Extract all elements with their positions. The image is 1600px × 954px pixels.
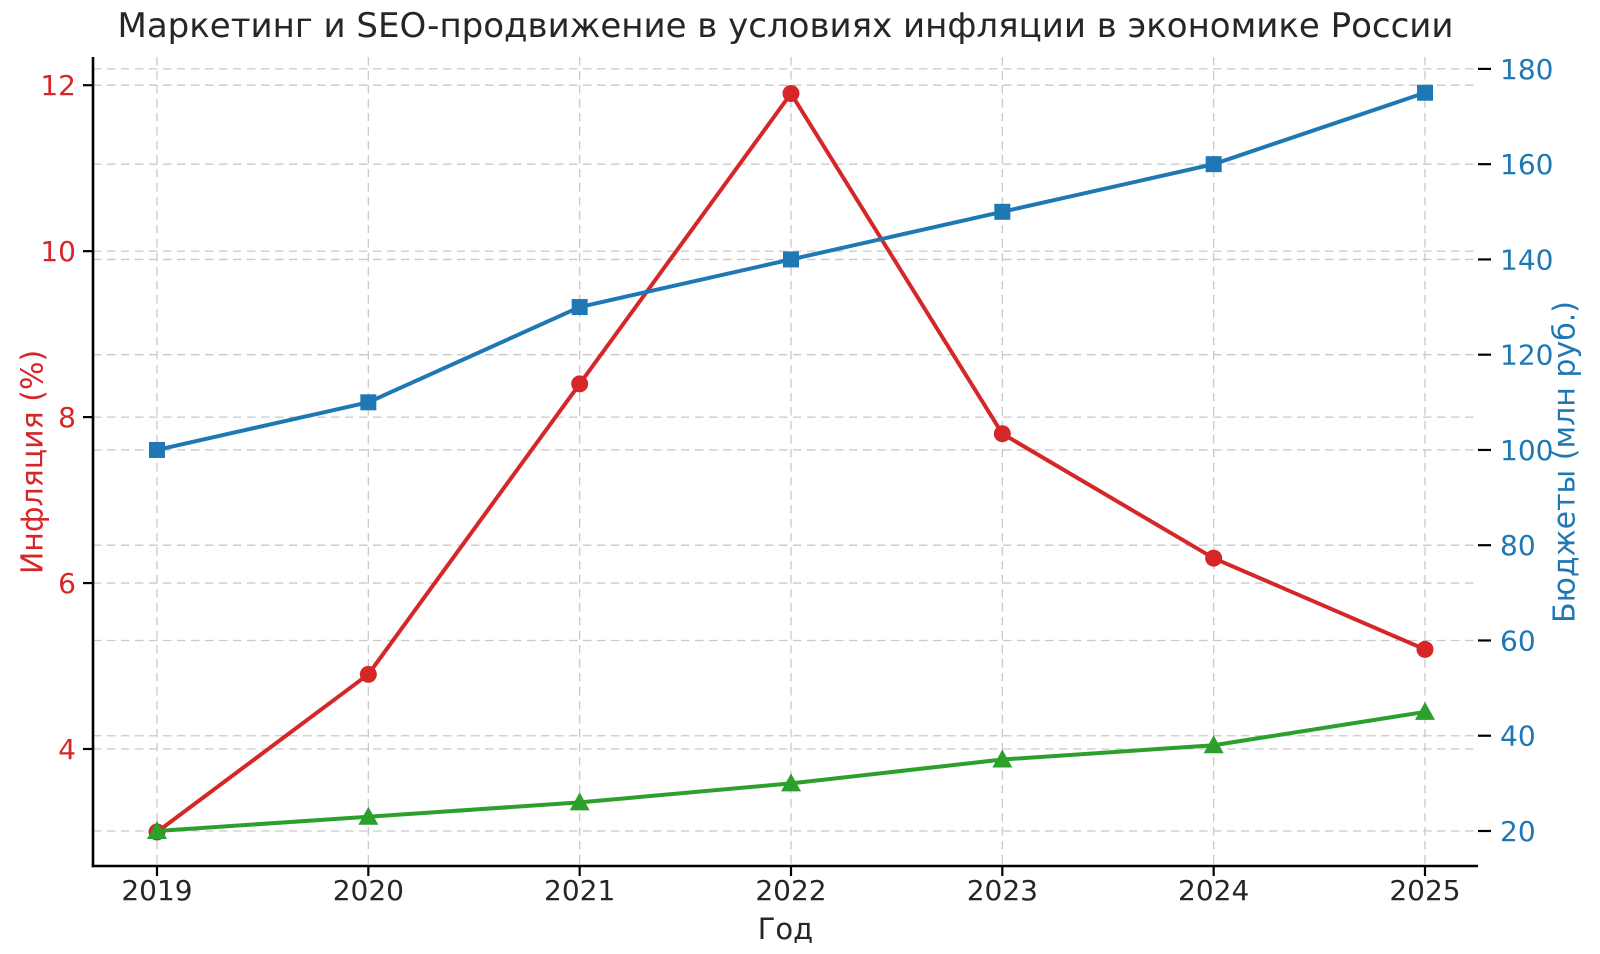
marker-triangle-seo-budgets — [569, 792, 590, 811]
marker-square-marketing-budgets — [1205, 156, 1222, 173]
marker-triangle-seo-budgets — [358, 806, 379, 825]
left-tick-label: 10 — [40, 235, 76, 268]
right-tick-label: 160 — [1500, 148, 1553, 181]
marker-triangle-seo-budgets — [147, 820, 167, 839]
marker-circle-inflation — [1416, 640, 1434, 658]
right-tick-label: 60 — [1500, 624, 1536, 657]
x-tick-label: 2021 — [544, 874, 615, 907]
marker-circle-inflation — [359, 665, 377, 683]
chart-title: Маркетинг и SEO-продвижение в условиях и… — [117, 6, 1454, 46]
x-tick-label: 2019 — [121, 874, 192, 907]
marker-square-marketing-budgets — [783, 251, 799, 268]
x-tick-label: 2023 — [967, 874, 1038, 907]
marker-triangle-seo-budgets — [992, 749, 1013, 768]
left-tick-label: 4 — [58, 733, 76, 766]
marker-circle-inflation — [571, 375, 589, 393]
left-tick-label: 8 — [58, 401, 76, 434]
marker-square-marketing-budgets — [994, 203, 1011, 220]
marker-square-marketing-budgets — [360, 394, 377, 411]
x-tick-label: 2020 — [333, 874, 404, 907]
marker-square-marketing-budgets — [149, 441, 165, 458]
x-tick-label: 2025 — [1389, 874, 1460, 907]
right-tick-label: 140 — [1500, 243, 1553, 276]
marker-triangle-seo-budgets — [781, 773, 801, 792]
right-tick-label: 100 — [1500, 434, 1553, 467]
right-tick-label: 20 — [1500, 815, 1536, 848]
right-tick-label: 180 — [1500, 53, 1553, 86]
marker-circle-inflation — [782, 85, 800, 103]
marker-triangle-seo-budgets — [1415, 701, 1435, 720]
right-tick-label: 120 — [1500, 339, 1553, 372]
x-axis-label: Год — [757, 912, 814, 946]
left-tick-label: 6 — [58, 567, 76, 600]
marker-square-marketing-budgets — [571, 299, 588, 316]
x-tick-label: 2024 — [1178, 874, 1249, 907]
marker-triangle-seo-budgets — [1203, 735, 1224, 754]
right-tick-label: 80 — [1500, 529, 1536, 562]
marker-circle-inflation — [993, 425, 1011, 443]
left-tick-label: 12 — [40, 69, 76, 102]
x-tick-label: 2022 — [755, 874, 826, 907]
marker-square-marketing-budgets — [1417, 84, 1433, 101]
marker-circle-inflation — [1205, 549, 1223, 567]
right-tick-label: 40 — [1500, 720, 1536, 753]
